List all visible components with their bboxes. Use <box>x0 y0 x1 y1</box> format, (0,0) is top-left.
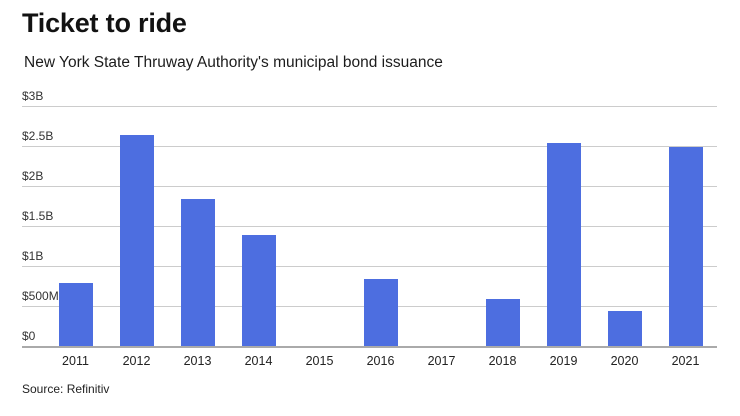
bar-2013 <box>180 199 215 347</box>
x-axis-tick-label: 2020 <box>610 354 639 368</box>
x-axis-tick-label: 2019 <box>549 354 578 368</box>
bar-chart-plot-area: $0 $500M $1B $1.5B $2B $2.5B $3B 2011 2012 2013 20… <box>22 89 717 368</box>
y-axis-tick-label: $2.5B <box>22 129 54 143</box>
x-axis-tick-label: 2012 <box>122 354 151 368</box>
y-axis-tick-label: $1B <box>22 249 44 263</box>
bar-2021 <box>668 147 703 347</box>
x-axis-tick-label: 2021 <box>671 354 700 368</box>
y-axis-tick-label: $1.5B <box>22 209 54 223</box>
gridline <box>22 146 717 147</box>
bar-2016 <box>363 279 398 347</box>
x-axis-line <box>22 346 717 348</box>
bar-2011 <box>58 283 93 347</box>
x-axis-tick-label: 2013 <box>183 354 212 368</box>
gridline <box>22 266 717 267</box>
gridline <box>22 186 717 187</box>
x-axis-tick-label: 2016 <box>366 354 395 368</box>
chart-title: Ticket to ride <box>22 8 187 38</box>
gridline <box>22 226 717 227</box>
bar-2019 <box>546 143 581 347</box>
y-axis-tick-label: $3B <box>22 89 44 103</box>
source-note: Source: Refinitiv <box>22 382 110 396</box>
chart-subtitle: New York State Thruway Authority's munic… <box>24 54 443 71</box>
x-axis-tick-label: 2015 <box>305 354 334 368</box>
y-axis-tick-label: $0 <box>22 329 36 343</box>
y-axis-tick-label: $500M <box>22 289 59 303</box>
bar-2014 <box>241 235 276 347</box>
x-axis-tick-label: 2018 <box>488 354 517 368</box>
bar-2020 <box>607 311 642 347</box>
x-axis-tick-label: 2014 <box>244 354 273 368</box>
gridline <box>22 106 717 107</box>
bar-2018 <box>485 299 520 347</box>
x-axis-tick-label: 2011 <box>62 354 89 368</box>
y-axis-tick-label: $2B <box>22 169 44 183</box>
bar-2012 <box>119 135 154 347</box>
x-axis-tick-label: 2017 <box>427 354 456 368</box>
